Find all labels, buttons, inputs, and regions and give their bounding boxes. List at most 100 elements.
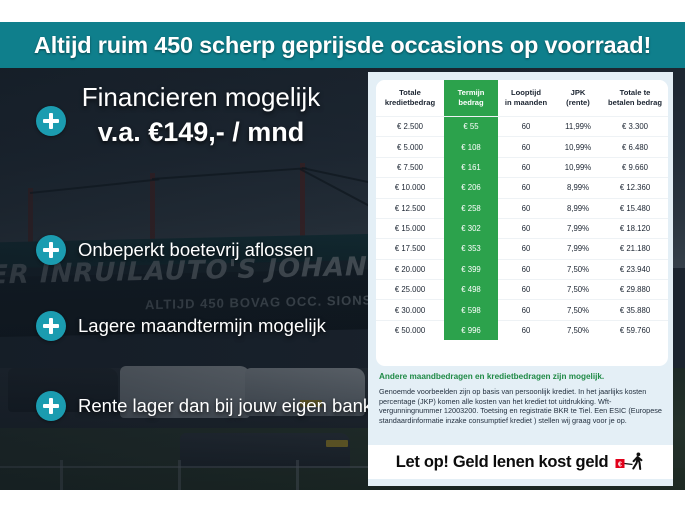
table-header-jpk: JPK (rente)	[554, 80, 602, 117]
table-cell: € 7.500	[376, 156, 444, 178]
table-cell: 60	[498, 156, 554, 178]
promo-headline-line1: Financieren mogelijk	[81, 82, 321, 112]
table-cell: € 50.000	[376, 319, 444, 341]
table-cell: € 20.000	[376, 258, 444, 280]
table-cell: 60	[498, 197, 554, 219]
top-margin	[0, 0, 685, 22]
table-cell: € 302	[444, 217, 498, 239]
table-cell: € 498	[444, 278, 498, 300]
promo-bullet-label: Lagere maandtermijn mogelijk	[78, 315, 326, 336]
promo-bullet-label: Onbeperkt boetevrij aflossen	[78, 239, 314, 260]
table-cell: € 25.000	[376, 278, 444, 300]
rate-table-card: Totale kredietbedrag Termijn bedrag Loopti…	[376, 80, 668, 366]
svg-text:€: €	[618, 461, 622, 468]
disclaimer-body: Genoemde voorbeelden zijn op basis van p…	[379, 387, 662, 425]
table-cell: € 59.760	[602, 319, 668, 341]
table-row: € 17.500 € 353 60 7,99% € 21.180	[376, 238, 668, 260]
table-cell: 7,50%	[554, 258, 602, 280]
table-row: € 25.000 € 498 60 7,50% € 29.880	[376, 278, 668, 300]
table-cell: € 5.000	[376, 136, 444, 158]
table-cell: € 996	[444, 319, 498, 341]
table-cell: € 30.000	[376, 299, 444, 321]
table-cell: 60	[498, 319, 554, 341]
table-cell: 60	[498, 238, 554, 260]
promo-column: Financieren mogelijk v.a. €149,- / mnd O…	[0, 68, 372, 490]
table-cell: € 9.660	[602, 156, 668, 178]
table-header-termijn-bedrag: Termijn bedrag	[444, 80, 498, 117]
table-cell: € 10.000	[376, 177, 444, 198]
table-cell: 8,99%	[554, 177, 602, 198]
afm-warning-bar: Let op! Geld lenen kost geld €	[368, 445, 673, 479]
plus-icon	[36, 235, 66, 265]
table-cell: € 108	[444, 136, 498, 158]
headline-banner: Altijd ruim 450 scherp geprijsde occasio…	[0, 22, 685, 68]
afm-money-warning-logo: €	[615, 452, 645, 472]
table-row: € 5.000 € 108 60 10,99% € 6.480	[376, 136, 668, 158]
promo-bullet-1: Onbeperkt boetevrij aflossen	[36, 235, 314, 265]
table-cell: € 161	[444, 156, 498, 178]
table-cell: € 35.880	[602, 299, 668, 321]
table-cell: 7,50%	[554, 319, 602, 341]
table-cell: € 598	[444, 299, 498, 321]
rate-table-body: € 2.500 € 55 60 11,99% € 3.300 € 5.000 € 108 60…	[376, 115, 668, 341]
table-cell: € 353	[444, 238, 498, 260]
table-cell: 7,99%	[554, 217, 602, 239]
table-header-looptijd: Looptijd in maanden	[498, 80, 554, 117]
table-cell: € 399	[444, 258, 498, 280]
table-cell: € 12.360	[602, 177, 668, 198]
table-cell: 60	[498, 278, 554, 300]
table-cell: € 12.500	[376, 197, 444, 219]
table-cell: € 258	[444, 197, 498, 219]
table-cell: 60	[498, 217, 554, 239]
promo-headline: Financieren mogelijk v.a. €149,- / mnd	[36, 80, 366, 150]
table-row: € 7.500 € 161 60 10,99% € 9.660	[376, 156, 668, 178]
table-row: € 50.000 € 996 60 7,50% € 59.760	[376, 319, 668, 341]
table-cell: 60	[498, 136, 554, 158]
table-cell: € 23.940	[602, 258, 668, 280]
table-cell: 60	[498, 299, 554, 321]
banner-headline: Altijd ruim 450 scherp geprijsde occasio…	[33, 31, 652, 58]
rate-table-header-row: Totale kredietbedrag Termijn bedrag Loopti…	[376, 80, 668, 117]
promo-bullet-financiering	[36, 106, 66, 136]
table-row: € 30.000 € 598 60 7,50% € 35.880	[376, 299, 668, 321]
disclaimer-block: Andere maandbedragen en kredietbedragen …	[379, 371, 663, 425]
disclaimer-title: Andere maandbedragen en kredietbedragen …	[379, 372, 605, 381]
table-row: € 20.000 € 399 60 7,50% € 23.940	[376, 258, 668, 280]
table-header-totale-te-betalen: Totale te betalen bedrag	[602, 80, 668, 117]
afm-warning-text: Let op! Geld lenen kost geld	[395, 452, 609, 471]
table-cell: 7,99%	[554, 238, 602, 260]
bottom-margin	[0, 490, 685, 513]
table-cell: 7,50%	[554, 278, 602, 300]
table-row: € 15.000 € 302 60 7,99% € 18.120	[376, 217, 668, 239]
table-cell: € 15.000	[376, 217, 444, 239]
table-cell: € 21.180	[602, 238, 668, 260]
table-cell: € 55	[444, 115, 498, 137]
table-header-totale-kredietbedrag: Totale kredietbedrag	[376, 80, 444, 117]
table-row: € 2.500 € 55 60 11,99% € 3.300	[376, 115, 668, 137]
table-cell: € 2.500	[376, 115, 444, 137]
table-cell: € 15.480	[602, 197, 668, 219]
table-cell: 60	[498, 258, 554, 280]
table-cell: 60	[498, 177, 554, 198]
table-cell: 10,99%	[554, 156, 602, 178]
promo-bullet-3: Rente lager dan bij jouw eigen bank	[36, 391, 372, 421]
promo-bullet-2: Lagere maandtermijn mogelijk	[36, 311, 326, 341]
promo-headline-line2: v.a. €149,- / mnd	[97, 117, 305, 147]
table-cell: € 17.500	[376, 238, 444, 260]
plus-icon	[36, 391, 66, 421]
table-row: € 12.500 € 258 60 8,99% € 15.480	[376, 197, 668, 219]
table-cell: € 206	[444, 177, 498, 198]
rate-table: Totale kredietbedrag Termijn bedrag Loopti…	[376, 80, 668, 341]
table-row: € 10.000 € 206 60 8,99% € 12.360	[376, 177, 668, 198]
plus-icon	[36, 106, 66, 136]
table-cell: € 29.880	[602, 278, 668, 300]
plus-icon	[36, 311, 66, 341]
table-cell: € 6.480	[602, 136, 668, 158]
table-cell: 60	[498, 115, 554, 137]
table-cell: 11,99%	[554, 115, 602, 137]
table-cell: 8,99%	[554, 197, 602, 219]
promo-bullet-label: Rente lager dan bij jouw eigen bank	[78, 395, 373, 416]
table-cell: € 18.120	[602, 217, 668, 239]
table-cell: 10,99%	[554, 136, 602, 158]
